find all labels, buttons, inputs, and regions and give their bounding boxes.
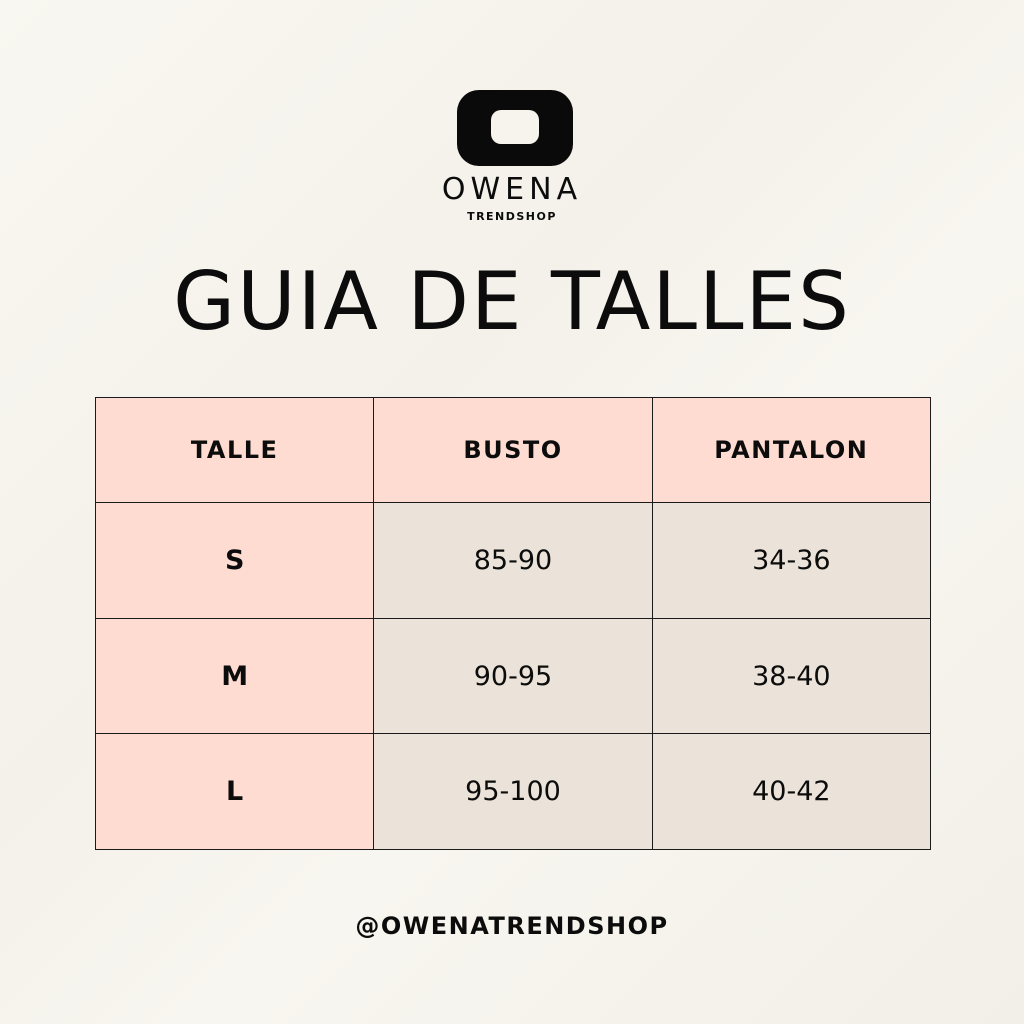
size-cell: M xyxy=(94,617,375,735)
header-talle: TALLE xyxy=(94,396,375,504)
brand-subtitle: TRENDSHOP xyxy=(467,210,557,223)
size-cell: S xyxy=(94,502,375,619)
brand-logo-icon xyxy=(457,90,573,166)
table-header-row: TALLE BUSTO PANTALON xyxy=(94,396,932,504)
size-table: TALLE BUSTO PANTALON S 85-90 34-36 M 90-… xyxy=(94,396,932,850)
pantalon-cell: 38-40 xyxy=(651,617,932,735)
brand-name: OWENA xyxy=(441,172,583,207)
social-handle: @OWENATRENDSHOP xyxy=(355,912,669,940)
pantalon-cell: 40-42 xyxy=(651,733,932,850)
page-title: GUIA DE TALLES xyxy=(173,255,851,348)
size-cell: L xyxy=(94,733,375,850)
header-pantalon: PANTALON xyxy=(651,396,932,504)
busto-cell: 85-90 xyxy=(373,502,653,619)
table-row: L 95-100 40-42 xyxy=(94,733,932,850)
table-row: S 85-90 34-36 xyxy=(94,502,932,619)
header-busto: BUSTO xyxy=(373,396,653,504)
busto-cell: 95-100 xyxy=(373,733,653,850)
pantalon-cell: 34-36 xyxy=(651,502,932,619)
table-row: M 90-95 38-40 xyxy=(94,617,932,735)
busto-cell: 90-95 xyxy=(373,617,653,735)
